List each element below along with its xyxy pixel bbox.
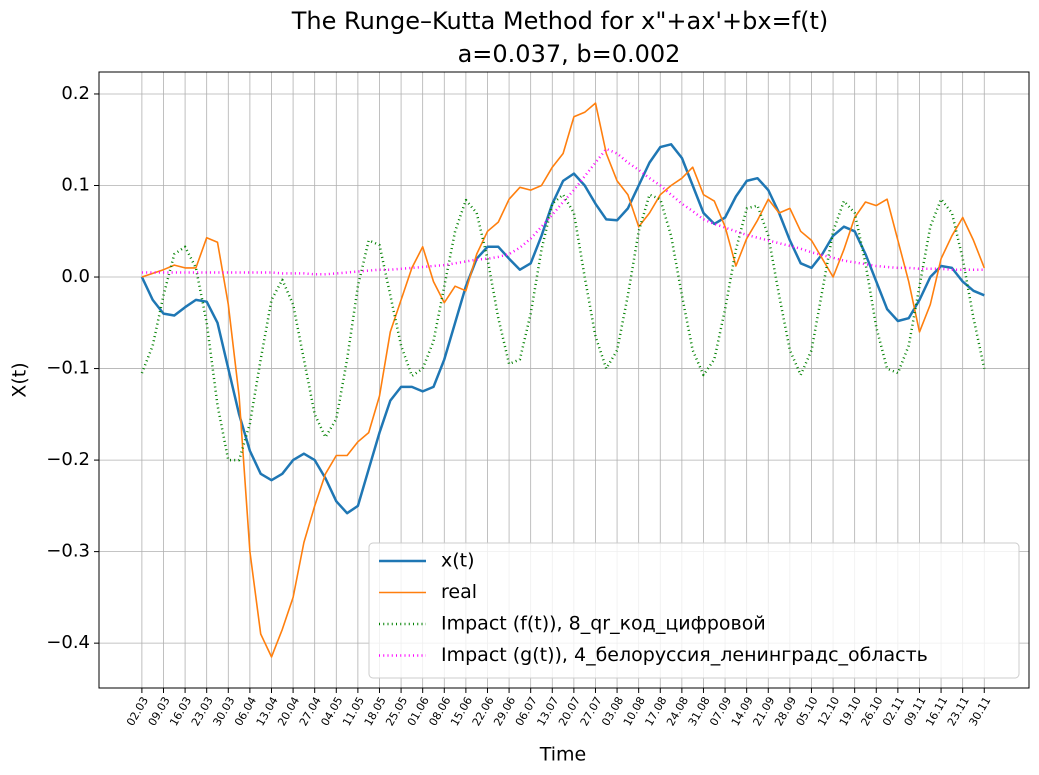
legend-label: Impact (f(t)), 8_qr_код_цифровой [441, 613, 766, 635]
y-tick-label: −0.2 [46, 449, 90, 470]
y-tick-label: 0.0 [61, 266, 90, 287]
y-axis-label: X(t) [9, 362, 31, 397]
data-line [141, 147, 985, 276]
x-tick-label: 30.11 [966, 695, 993, 729]
y-tick-label: −0.1 [46, 358, 90, 379]
data-line [140, 143, 985, 515]
x-axis-label: Time [539, 744, 587, 766]
y-tick-label: 0.2 [61, 83, 90, 104]
plot-frame [98, 71, 1030, 689]
chart-title: The Runge–Kutta Method for x"+ax'+bx=f(t… [291, 7, 829, 35]
data-line [141, 102, 986, 658]
legend: x(t) real Impact (f(t)), 8_qr_код_цифровой… [368, 542, 1020, 679]
y-tick-label: −0.3 [46, 541, 90, 562]
legend-label: real [441, 581, 477, 603]
legend-box [368, 542, 1020, 679]
legend-label: Impact (g(t)), 4_белоруссия_ленинградс_о… [441, 644, 928, 666]
y-tick-label: −0.4 [46, 632, 90, 653]
data-line [140, 193, 986, 462]
y-tick-label: 0.1 [61, 174, 90, 195]
legend-label: x(t) [441, 550, 475, 572]
chart-subtitle: a=0.037, b=0.002 [458, 40, 681, 68]
